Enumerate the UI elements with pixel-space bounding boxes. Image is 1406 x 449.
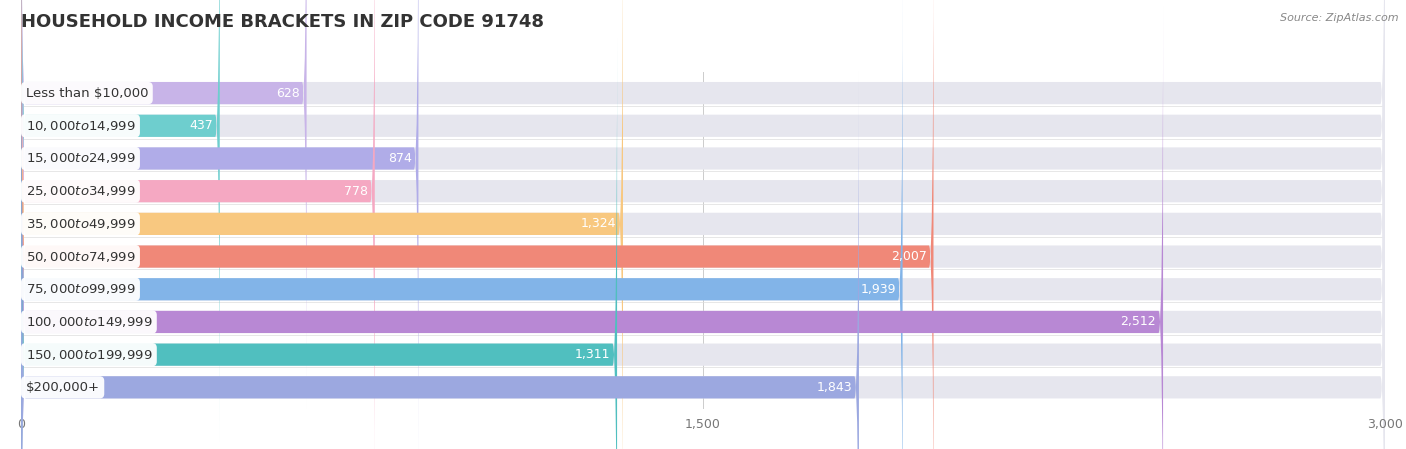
FancyBboxPatch shape bbox=[21, 0, 375, 449]
Text: 2,007: 2,007 bbox=[891, 250, 927, 263]
Text: 437: 437 bbox=[190, 119, 212, 132]
Text: $25,000 to $34,999: $25,000 to $34,999 bbox=[25, 184, 135, 198]
FancyBboxPatch shape bbox=[21, 0, 1385, 449]
FancyBboxPatch shape bbox=[21, 0, 623, 449]
FancyBboxPatch shape bbox=[21, 71, 859, 449]
Text: $15,000 to $24,999: $15,000 to $24,999 bbox=[25, 151, 135, 166]
FancyBboxPatch shape bbox=[21, 0, 219, 442]
Text: 778: 778 bbox=[344, 185, 368, 198]
FancyBboxPatch shape bbox=[21, 0, 1385, 442]
Text: 1,311: 1,311 bbox=[575, 348, 610, 361]
FancyBboxPatch shape bbox=[21, 0, 1385, 449]
FancyBboxPatch shape bbox=[21, 0, 934, 449]
Text: 1,939: 1,939 bbox=[860, 283, 896, 296]
FancyBboxPatch shape bbox=[21, 39, 617, 449]
Text: 628: 628 bbox=[276, 87, 299, 100]
Text: $35,000 to $49,999: $35,000 to $49,999 bbox=[25, 217, 135, 231]
FancyBboxPatch shape bbox=[21, 0, 1385, 409]
Text: 1,324: 1,324 bbox=[581, 217, 616, 230]
Text: Less than $10,000: Less than $10,000 bbox=[25, 87, 148, 100]
Text: $10,000 to $14,999: $10,000 to $14,999 bbox=[25, 119, 135, 133]
Text: 1,843: 1,843 bbox=[817, 381, 852, 394]
Text: HOUSEHOLD INCOME BRACKETS IN ZIP CODE 91748: HOUSEHOLD INCOME BRACKETS IN ZIP CODE 91… bbox=[21, 13, 544, 31]
Text: 2,512: 2,512 bbox=[1121, 316, 1156, 329]
Text: $100,000 to $149,999: $100,000 to $149,999 bbox=[25, 315, 152, 329]
Text: $50,000 to $74,999: $50,000 to $74,999 bbox=[25, 250, 135, 264]
Text: Source: ZipAtlas.com: Source: ZipAtlas.com bbox=[1281, 13, 1399, 23]
Text: $200,000+: $200,000+ bbox=[25, 381, 100, 394]
Text: $150,000 to $199,999: $150,000 to $199,999 bbox=[25, 348, 152, 361]
FancyBboxPatch shape bbox=[21, 6, 1163, 449]
FancyBboxPatch shape bbox=[21, 0, 1385, 449]
Text: 874: 874 bbox=[388, 152, 412, 165]
FancyBboxPatch shape bbox=[21, 0, 903, 449]
FancyBboxPatch shape bbox=[21, 0, 1385, 449]
FancyBboxPatch shape bbox=[21, 0, 419, 449]
FancyBboxPatch shape bbox=[21, 39, 1385, 449]
FancyBboxPatch shape bbox=[21, 0, 307, 409]
FancyBboxPatch shape bbox=[21, 6, 1385, 449]
FancyBboxPatch shape bbox=[21, 0, 1385, 449]
Text: $75,000 to $99,999: $75,000 to $99,999 bbox=[25, 282, 135, 296]
FancyBboxPatch shape bbox=[21, 71, 1385, 449]
